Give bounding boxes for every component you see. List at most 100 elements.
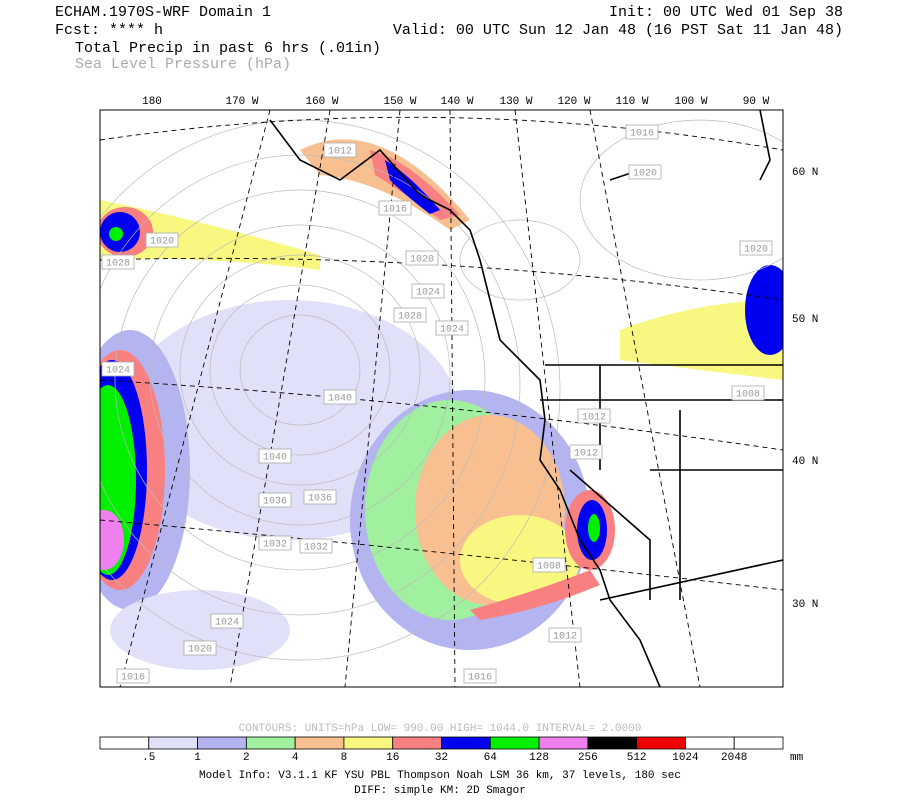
model-info: Model Info: V3.1.1 KF YSU PBL Thompson N… [199,770,681,782]
colorbar-label: 8 [341,752,348,764]
isobar-label: 1020 [410,255,434,266]
isobar-label: 1008 [736,390,760,401]
title: ECHAM.1970S-WRF Domain 1 [55,4,271,21]
longitude-label: 160 W [305,96,338,108]
colorbar-swatch [489,736,540,750]
colorbar-swatch [636,736,686,750]
isobar-label: 1012 [328,147,352,158]
colorbar-swatch [441,736,491,750]
latitude-label: 50 N [792,314,818,326]
colorbar-swatch [197,736,247,750]
isobar-label-box [258,448,292,464]
colorbar-label: 16 [386,752,399,764]
isobar-label-box [393,307,427,323]
isobar-label: 1016 [383,205,407,216]
field-pressure: Sea Level Pressure (hPa) [75,56,291,73]
isobar-label-box [628,164,662,180]
colorbar-label: 32 [435,752,448,764]
init-time: Init: 00 UTC Wed 01 Sep 38 [609,4,843,21]
colorbar-label: 4 [292,752,299,764]
colorbar-swatch [587,736,638,750]
isobar-label: 1012 [553,632,577,643]
isobar-label-box [299,538,333,554]
isobar-label-box [405,250,439,266]
colorbar-swatch [685,736,735,750]
diff-info: DIFF: simple KM: 2D Smagor [354,785,526,797]
colorbar-swatch [294,736,345,750]
colorbar-label: .5 [142,752,155,764]
colorbar-label: 64 [484,752,498,764]
colorbar-label: 512 [627,752,647,764]
isobar-label-box [435,320,469,336]
isobar-label-box [548,627,582,643]
isobar-label: 1016 [630,129,654,140]
colorbar-label: 256 [578,752,598,764]
valid-time: Valid: 00 UTC Sun 12 Jan 48 (16 PST Sat … [393,22,843,39]
longitude-label: 130 W [499,96,532,108]
precip-field [100,139,783,670]
map-frame [99,109,784,688]
isobar-label: 1024 [440,325,464,336]
isobar-label-box [303,489,337,505]
isobar-label: 1032 [263,540,287,551]
colorbar-swatch [99,736,150,750]
latitude-label: 60 N [792,167,818,179]
colorbar-swatch [343,736,394,750]
isobar-label: 1012 [574,449,598,460]
isobar-label-box [378,200,412,216]
colorbar-label: 2048 [721,752,747,764]
isobar-label: 1024 [215,618,239,629]
longitude-label: 100 W [674,96,707,108]
isobar-label-box [258,492,292,508]
contour-info: CONTOURS: UNITS=hPa LOW= 990.00 HIGH= 10… [239,723,642,735]
isobar-label-box [258,535,292,551]
colorbar-swatch [733,736,784,750]
colorbar-swatch [148,736,198,750]
colorbar-swatch [392,736,442,750]
isobar-label: 1020 [188,645,212,656]
longitude-label: 180 [142,96,162,108]
isobar-label: 1020 [744,245,768,256]
longitude-label: 110 W [615,96,648,108]
colorbar-swatch [538,736,589,750]
isobar-label: 1008 [537,562,561,573]
isobar-label: 1032 [304,543,328,554]
isobar-label: 1028 [398,312,422,323]
isobar-label-box [731,385,765,401]
longitude-label: 90 W [743,96,770,108]
isobar-label-box [145,232,179,248]
longitude-label: 120 W [557,96,590,108]
colorbar-label: 1 [194,752,201,764]
isobar-label: 1024 [416,288,440,299]
field-precip: Total Precip in past 6 hrs (.01in) [75,40,381,57]
isobar-label: 1012 [582,413,606,424]
isobar-label: 1036 [263,497,287,508]
colorbar-unit: mm [790,752,804,764]
isobar-label: 1016 [121,673,145,684]
isobar-label-box [463,668,497,684]
longitude-label: 170 W [225,96,258,108]
latitude-label: 40 N [792,456,818,468]
map-area: 1016 1012 1020 1020 1028 1020 1024 1028 1024 1020… [100,110,783,687]
longitude-label: 140 W [440,96,473,108]
isobar-label-box [183,640,217,656]
isobar-label: 1020 [150,237,174,248]
colorbar-label: 2 [243,752,250,764]
longitude-label: 150 W [383,96,416,108]
latitude-label: 30 N [792,599,818,611]
graticule [100,110,783,687]
isobar-label-box [101,254,135,270]
isobar-label: 1020 [633,169,657,180]
isobar-label-box [577,408,611,424]
isobar-label-box [739,240,773,256]
isobar-label-box [210,613,244,629]
isobar-label: 1040 [263,453,287,464]
isobar-label: 1016 [468,673,492,684]
isobar-label-box [323,142,357,158]
isobar-label-box [411,283,445,299]
forecast-hour: Fcst: **** h [55,22,163,39]
isobar-label-box [625,124,659,140]
isobar-label-box [116,668,150,684]
colorbar: .5 1 2 4 8 16 32 64 128 256 512 1024 2048 [99,736,784,764]
